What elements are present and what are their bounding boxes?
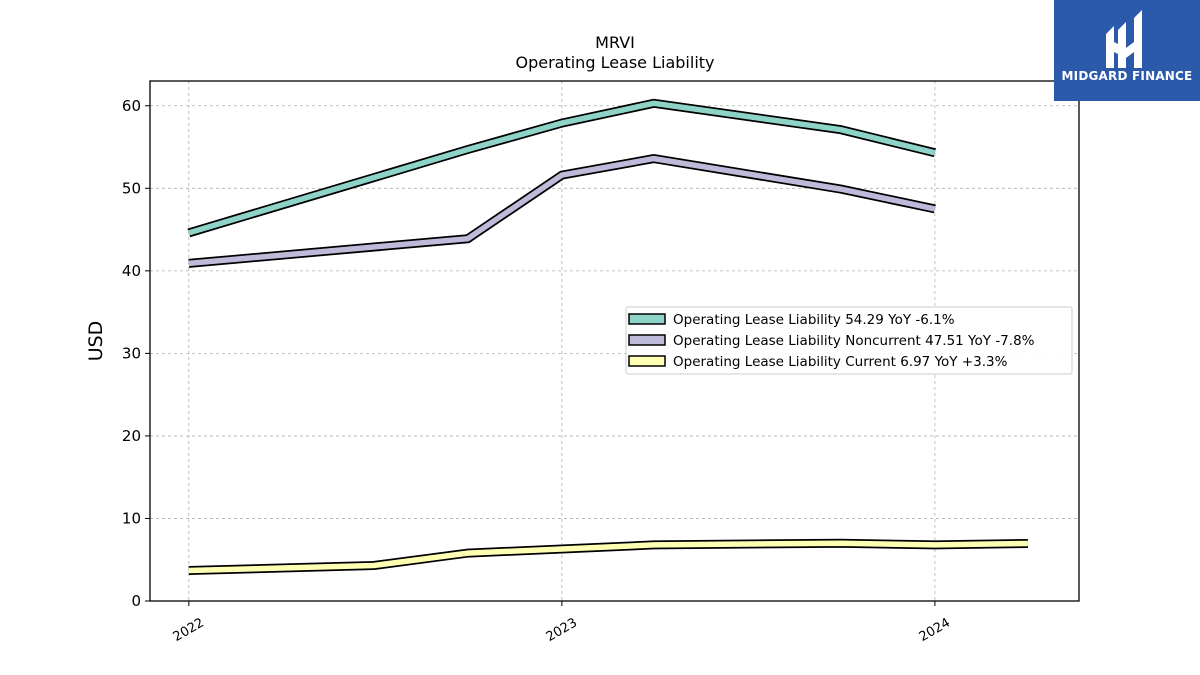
legend: Operating Lease Liability 54.29 YoY -6.1… xyxy=(625,306,1073,375)
x-tick-label: 2024 xyxy=(917,615,953,645)
legend-swatch xyxy=(628,355,666,367)
midgard-finance-logo: MIDGARD FINANCE xyxy=(1054,0,1200,101)
plot-frame xyxy=(149,80,1080,602)
series-line xyxy=(188,100,936,236)
y-axis-label: USD xyxy=(85,321,107,362)
legend-label: Operating Lease Liability 54.29 YoY -6.1… xyxy=(673,312,955,328)
midgard-m-logo-icon xyxy=(1106,10,1142,68)
series-1 xyxy=(187,98,936,238)
chart-subtitle: Operating Lease Liability xyxy=(515,53,714,72)
legend-swatch xyxy=(628,334,666,346)
legend-box xyxy=(625,306,1073,375)
series-line xyxy=(188,540,1028,574)
y-tick-label: 60 xyxy=(122,97,141,115)
series-lines xyxy=(187,98,1028,575)
x-tick-label: 2022 xyxy=(171,615,207,645)
y-axis-ticks: 0 10 20 30 40 50 60 xyxy=(122,97,150,610)
series-3 xyxy=(188,538,1028,575)
y-tick-label: 20 xyxy=(122,427,141,445)
logo-text: MIDGARD FINANCE xyxy=(1061,69,1193,83)
chart-title: MRVI xyxy=(595,33,635,52)
series-line xyxy=(188,155,936,267)
legend-label: Operating Lease Liability Noncurrent 47.… xyxy=(673,333,1035,349)
series-2 xyxy=(188,154,936,268)
x-tick-label: 2023 xyxy=(544,615,580,645)
y-tick-label: 0 xyxy=(131,592,141,610)
y-tick-label: 40 xyxy=(122,262,141,280)
legend-label: Operating Lease Liability Current 6.97 Y… xyxy=(673,354,1008,370)
x-axis-ticks: 2022 2023 2024 xyxy=(171,601,953,645)
y-tick-label: 30 xyxy=(122,344,141,362)
y-tick-label: 50 xyxy=(122,179,141,197)
y-tick-label: 10 xyxy=(122,509,141,527)
legend-swatch xyxy=(628,313,666,325)
